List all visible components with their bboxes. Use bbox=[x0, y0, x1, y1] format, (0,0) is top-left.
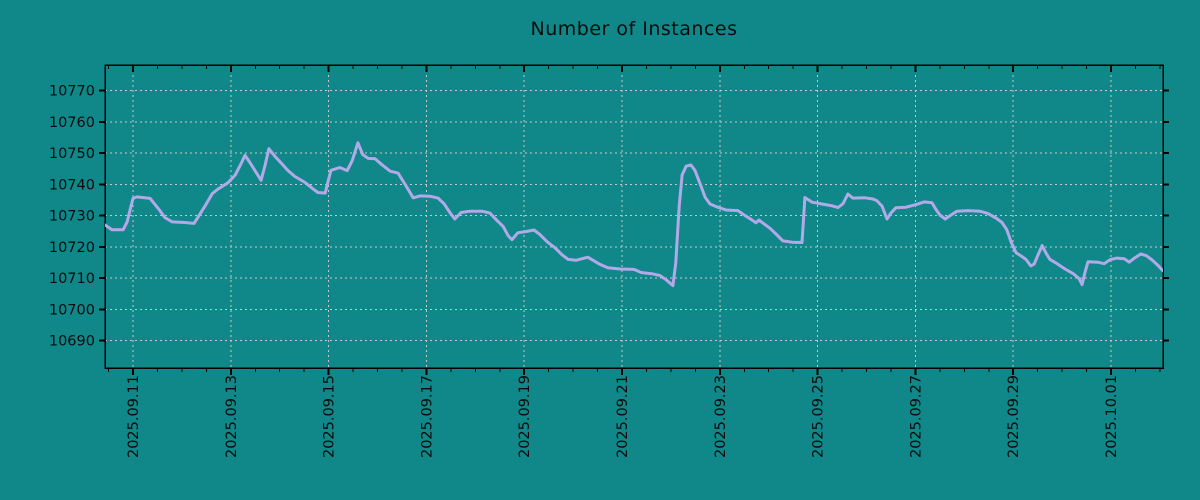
x-tick-label: 2025.09.11 bbox=[126, 375, 142, 458]
y-tick-label: 10720 bbox=[49, 240, 95, 256]
x-tick-label: 2025.09.25 bbox=[811, 375, 827, 458]
x-tick-label: 2025.09.21 bbox=[615, 375, 631, 458]
y-tick-label: 10710 bbox=[49, 271, 95, 287]
chart-title: Number of Instances bbox=[530, 18, 738, 40]
y-tick-label: 10730 bbox=[49, 209, 95, 225]
x-tick-label: 2025.09.29 bbox=[1006, 375, 1022, 458]
x-tick-label: 2025.09.27 bbox=[908, 375, 924, 458]
data-line-instances bbox=[105, 141, 1163, 288]
x-tick-label: 2025.10.01 bbox=[1104, 375, 1120, 458]
y-tick-label: 10700 bbox=[49, 302, 95, 318]
y-tick-label: 10740 bbox=[49, 177, 95, 193]
x-tick-label: 2025.09.23 bbox=[713, 375, 729, 458]
y-tick-label: 10750 bbox=[49, 146, 95, 162]
plot-frame bbox=[104, 64, 1164, 369]
x-tick-label: 2025.09.13 bbox=[224, 375, 240, 458]
y-tick-label: 10760 bbox=[49, 115, 95, 131]
x-tick-label: 2025.09.17 bbox=[419, 375, 435, 458]
x-tick-label: 2025.09.15 bbox=[322, 375, 338, 458]
y-tick-label: 10690 bbox=[49, 334, 95, 350]
y-tick-label: 10770 bbox=[49, 84, 95, 100]
x-tick-label: 2025.09.19 bbox=[517, 375, 533, 458]
